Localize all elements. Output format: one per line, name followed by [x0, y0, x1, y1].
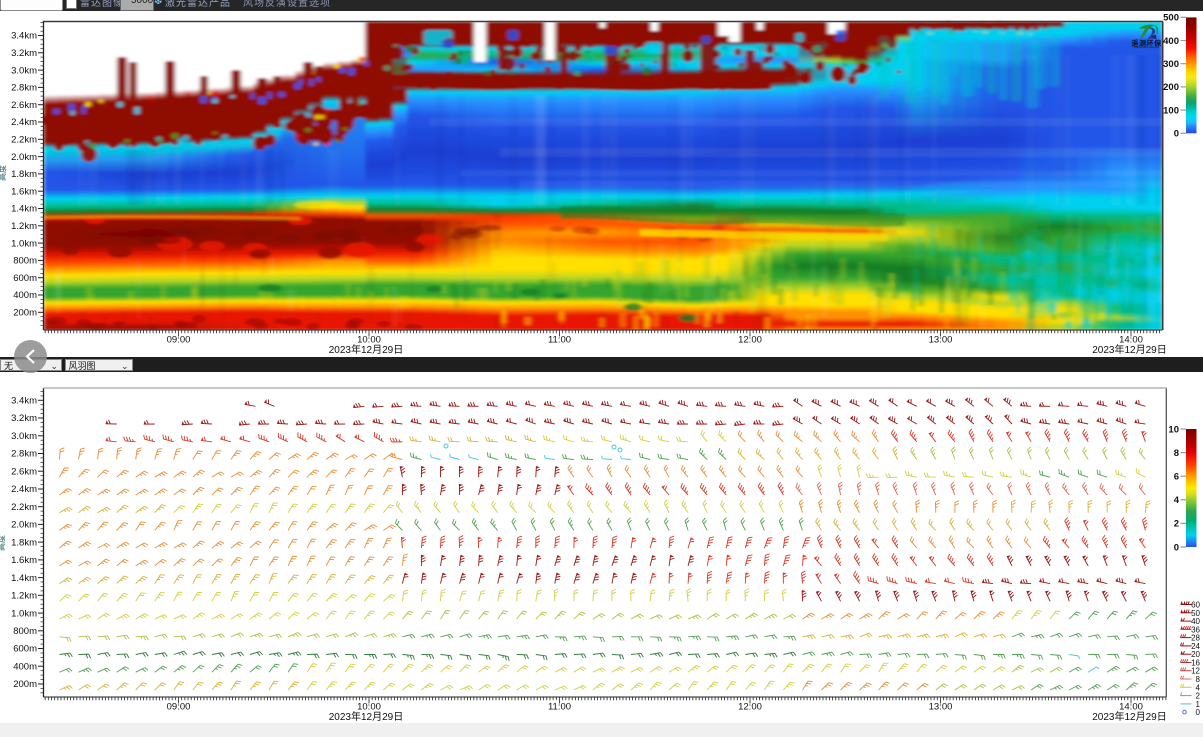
- svg-text:10: 10: [1168, 424, 1179, 435]
- svg-text:400m: 400m: [13, 662, 37, 673]
- svg-text:14:00: 14:00: [1119, 702, 1143, 713]
- svg-text:600m: 600m: [13, 644, 37, 655]
- svg-text:400: 400: [1163, 36, 1179, 47]
- svg-text:高度: 高度: [0, 165, 7, 181]
- svg-text:12:00: 12:00: [738, 335, 762, 346]
- svg-text:1.2km: 1.2km: [11, 591, 37, 602]
- svg-text:1.6km: 1.6km: [11, 555, 37, 566]
- svg-text:2.4km: 2.4km: [11, 484, 37, 495]
- svg-text:800m: 800m: [13, 256, 37, 267]
- svg-text:60: 60: [1191, 601, 1200, 610]
- svg-text:2: 2: [1196, 692, 1201, 701]
- svg-text:2.8km: 2.8km: [11, 449, 37, 460]
- svg-text:14:00: 14:00: [1119, 335, 1143, 346]
- svg-text:4: 4: [1196, 683, 1201, 692]
- svg-text:2023年12月29日: 2023年12月29日: [329, 343, 404, 356]
- svg-text:2.4km: 2.4km: [11, 117, 37, 128]
- svg-text:600m: 600m: [13, 273, 37, 284]
- svg-text:40: 40: [1191, 617, 1200, 626]
- svg-text:0: 0: [1174, 542, 1179, 553]
- svg-text:2.0km: 2.0km: [11, 152, 37, 163]
- svg-text:0: 0: [1196, 708, 1201, 717]
- svg-text:2.6km: 2.6km: [11, 100, 37, 111]
- svg-text:11:00: 11:00: [548, 335, 571, 346]
- svg-text:2023年12月29日: 2023年12月29日: [1092, 710, 1167, 722]
- svg-text:0: 0: [1174, 129, 1179, 140]
- svg-text:16: 16: [1191, 659, 1200, 668]
- svg-text:500: 500: [1163, 13, 1179, 24]
- svg-text:800m: 800m: [13, 626, 37, 637]
- svg-text:2.2km: 2.2km: [11, 135, 37, 146]
- svg-text:2: 2: [1174, 519, 1179, 530]
- svg-text:1.4km: 1.4km: [11, 204, 37, 215]
- svg-text:11:00: 11:00: [548, 702, 571, 713]
- svg-text:200: 200: [1163, 82, 1179, 93]
- svg-text:1.8km: 1.8km: [11, 537, 37, 548]
- svg-text:09:00: 09:00: [167, 702, 191, 713]
- svg-text:2.6km: 2.6km: [11, 466, 37, 477]
- svg-text:13:00: 13:00: [929, 702, 953, 713]
- svg-text:3.4km: 3.4km: [11, 396, 37, 407]
- svg-text:遥测环保: 遥测环保: [1132, 39, 1162, 48]
- svg-text:1.6km: 1.6km: [11, 186, 37, 197]
- svg-text:1.2km: 1.2km: [11, 221, 37, 232]
- svg-text:2.2km: 2.2km: [11, 502, 37, 513]
- svg-text:28: 28: [1191, 634, 1200, 643]
- svg-text:2.0km: 2.0km: [11, 520, 37, 531]
- svg-text:8: 8: [1174, 448, 1179, 459]
- svg-text:50: 50: [1191, 609, 1200, 618]
- svg-text:400m: 400m: [13, 290, 37, 301]
- svg-text:100: 100: [1163, 105, 1179, 116]
- svg-text:300: 300: [1163, 59, 1179, 70]
- svg-text:13:00: 13:00: [929, 335, 953, 346]
- svg-text:4: 4: [1174, 495, 1180, 506]
- svg-text:2023年12月29日: 2023年12月29日: [329, 710, 404, 722]
- svg-text:2.8km: 2.8km: [11, 83, 37, 94]
- svg-text:1.4km: 1.4km: [11, 573, 37, 584]
- svg-text:12:00: 12:00: [738, 702, 762, 713]
- svg-text:10:00: 10:00: [357, 335, 381, 346]
- svg-text:24: 24: [1191, 642, 1200, 651]
- svg-text:20: 20: [1191, 650, 1200, 659]
- svg-text:1.0km: 1.0km: [11, 238, 37, 249]
- svg-text:10:00: 10:00: [357, 702, 381, 713]
- svg-text:6: 6: [1174, 472, 1179, 483]
- svg-text:3.0km: 3.0km: [11, 65, 37, 76]
- svg-text:09:00: 09:00: [167, 335, 191, 346]
- svg-text:8: 8: [1196, 675, 1201, 684]
- svg-text:200m: 200m: [13, 679, 37, 690]
- svg-text:2023年12月29日: 2023年12月29日: [1092, 343, 1167, 356]
- svg-text:1.8km: 1.8km: [11, 169, 37, 180]
- svg-text:3.2km: 3.2km: [11, 413, 37, 424]
- svg-text:高度: 高度: [0, 535, 6, 551]
- svg-text:12: 12: [1191, 667, 1200, 676]
- svg-text:3.2km: 3.2km: [11, 48, 37, 59]
- svg-text:3.0km: 3.0km: [11, 431, 37, 442]
- svg-text:36: 36: [1191, 625, 1200, 634]
- svg-text:200m: 200m: [13, 308, 37, 319]
- svg-text:1.0km: 1.0km: [11, 608, 37, 619]
- svg-text:1: 1: [1196, 700, 1201, 709]
- svg-text:3.4km: 3.4km: [11, 31, 37, 42]
